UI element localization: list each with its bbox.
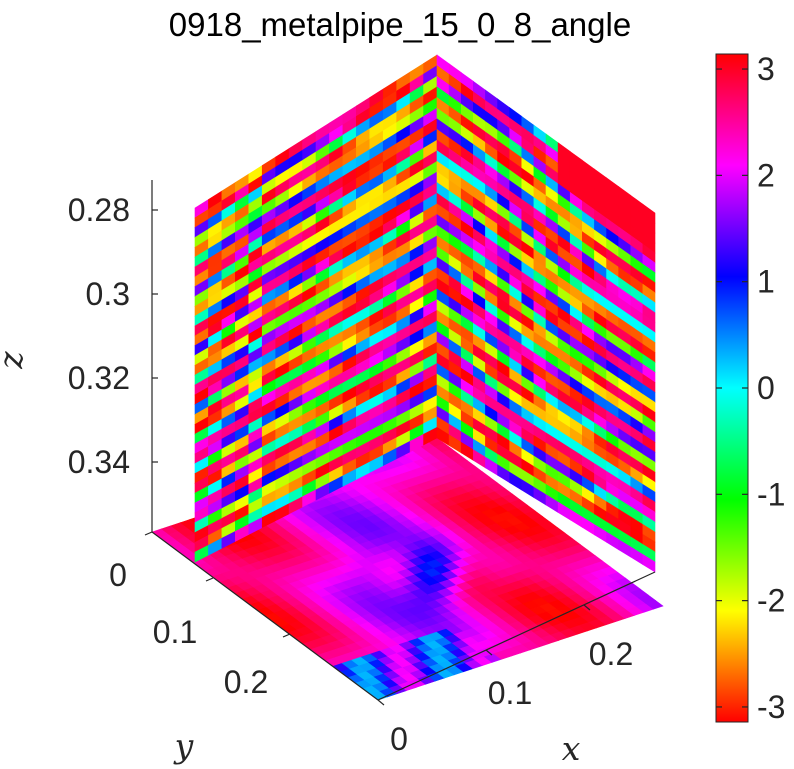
x-tick-label: 0.2 (589, 636, 633, 672)
y-tick-label: 0.1 (153, 614, 197, 650)
z-tick-label: 0.28 (68, 192, 130, 228)
y-ticks: 0 0.1 0.2 (109, 531, 291, 700)
x-tick-mark (377, 699, 385, 706)
x-tick-mark (583, 604, 591, 611)
z-ticks: 0.28 0.3 0.32 0.34 (68, 192, 158, 480)
x-tick-mark (485, 649, 493, 656)
colorbar-tick-label: 3 (757, 51, 775, 87)
y-axis-label: y (173, 726, 194, 765)
axes: 0.28 0.3 0.32 0.34 0 0.1 0.2 0 0.1 0.2 z y x (0, 180, 656, 768)
chart-title: 0918_metalpipe_15_0_8_angle (169, 6, 631, 43)
y-tick-mark (282, 633, 291, 638)
floor-slice (151, 437, 664, 701)
x-tick-label: 0 (390, 721, 408, 757)
colorbar-tick-label: 1 (757, 264, 775, 300)
plot-area (151, 54, 664, 701)
colorbar-tick-label: -1 (757, 476, 785, 512)
z-tick-label: 0.32 (68, 360, 130, 396)
colorbar-ticks: 3 2 1 0 -1 -2 -3 (716, 51, 785, 725)
y-tick-label: 0 (109, 557, 127, 593)
colorbar-tick-label: -2 (757, 583, 785, 619)
y-tick-mark (144, 531, 153, 536)
x-tick-label: 0.1 (488, 675, 532, 711)
x-axis-line (377, 571, 656, 701)
z-tick-label: 0.34 (68, 444, 130, 480)
z-axis-label: z (0, 351, 30, 370)
colorbar-tick-label: 2 (757, 157, 775, 193)
y-axis-line (151, 531, 379, 701)
floor-cell (645, 600, 664, 610)
back-wall-slice (436, 54, 656, 573)
colorbar-tick-label: -3 (757, 689, 785, 725)
x-axis-label: x (562, 729, 581, 768)
y-tick-label: 0.2 (224, 664, 268, 700)
colorbar: 3 2 1 0 -1 -2 -3 (715, 51, 785, 725)
z-tick-label: 0.3 (86, 276, 130, 312)
y-tick-mark (205, 577, 214, 582)
x-ticks: 0 0.1 0.2 (377, 604, 633, 757)
colorbar-tick-label: 0 (757, 370, 775, 406)
